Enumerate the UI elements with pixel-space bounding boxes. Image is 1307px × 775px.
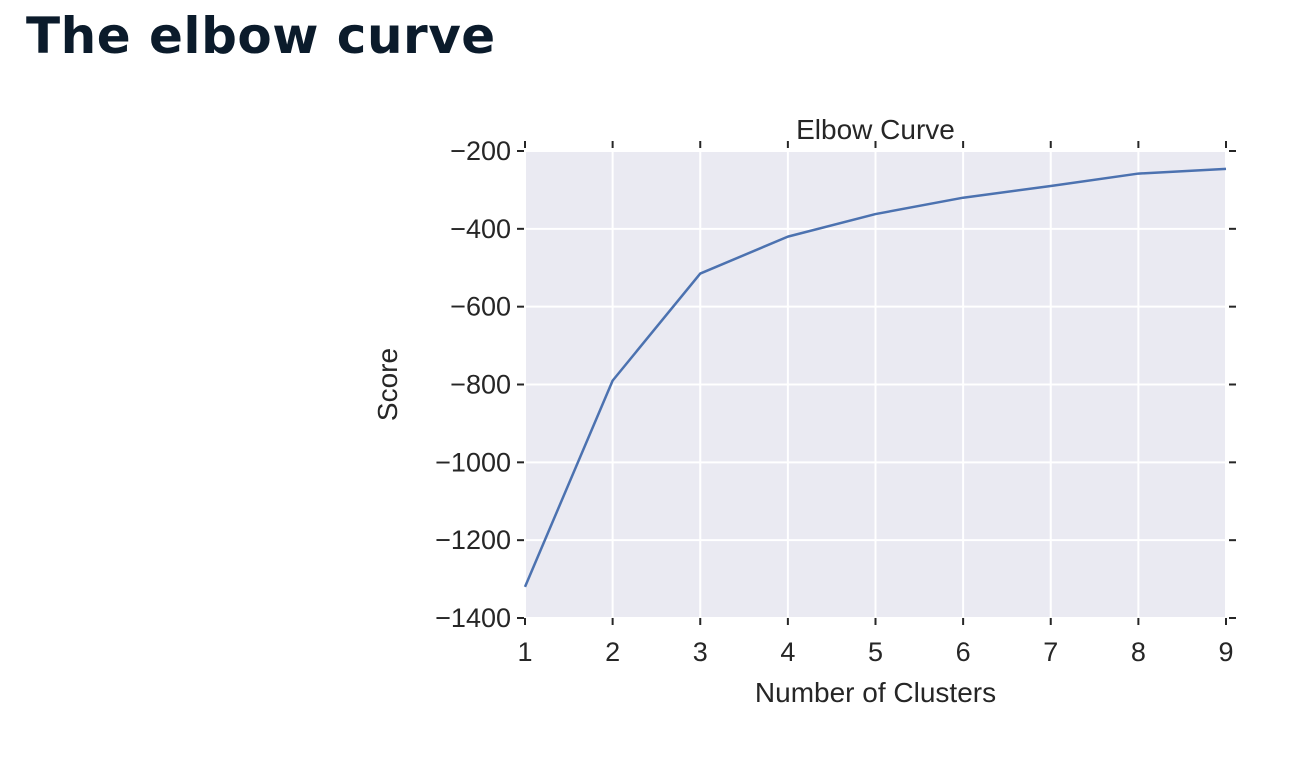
series-group — [523, 167, 1227, 588]
y-tick-label: −1000 — [435, 447, 511, 477]
series-line — [523, 167, 1227, 588]
y-tick-label: −1400 — [435, 603, 511, 633]
x-tick-label: 3 — [693, 637, 708, 667]
x-tick-label: 8 — [1131, 637, 1146, 667]
x-tick-label: 1 — [517, 637, 532, 667]
x-tick-labels: 1 2 3 4 5 6 7 8 9 — [517, 637, 1233, 667]
tick-marks — [517, 141, 1236, 625]
page-title: The elbow curve — [26, 7, 496, 65]
x-tick-label: 4 — [780, 637, 795, 667]
x-tick-label: 2 — [605, 637, 620, 667]
x-tick-label: 6 — [956, 637, 971, 667]
x-tick-label: 5 — [868, 637, 883, 667]
y-tick-labels: −200 −400 −600 −800 −1000 −1200 −1400 — [435, 136, 511, 633]
x-axis-label: Number of Clusters — [755, 677, 996, 708]
y-axis-label: Score — [372, 348, 403, 421]
x-tick-label: 9 — [1218, 637, 1233, 667]
x-tick-label: 7 — [1043, 637, 1058, 667]
y-tick-label: −400 — [450, 214, 511, 244]
chart-title: Elbow Curve — [796, 114, 955, 145]
y-tick-label: −1200 — [435, 525, 511, 555]
y-tick-label: −800 — [450, 370, 511, 400]
grid-lines — [524, 150, 1227, 619]
y-tick-label: −200 — [450, 136, 511, 166]
y-tick-label: −600 — [450, 292, 511, 322]
